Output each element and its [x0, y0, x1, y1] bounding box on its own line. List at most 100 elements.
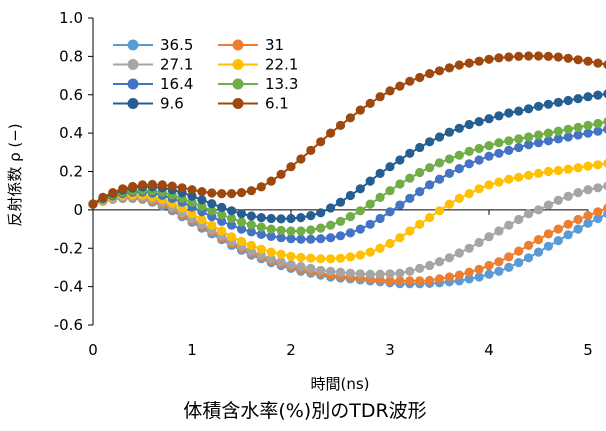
legend-layer: 36.5 31 27.1 22.1 16.4 13.3 9.6 6.1 [113, 36, 298, 113]
data-point [326, 128, 336, 138]
data-point [365, 199, 375, 209]
data-point [504, 136, 514, 146]
data-point [514, 134, 524, 144]
data-point [583, 218, 593, 228]
chart-caption: 体積含水率(%)別のTDR波形 [183, 400, 426, 422]
data-point [543, 99, 554, 109]
data-point [256, 213, 266, 223]
legend-swatch-marker [127, 39, 139, 51]
data-point [335, 120, 346, 130]
data-point [365, 247, 375, 257]
data-point [207, 206, 217, 216]
data-point [464, 159, 474, 169]
data-point [583, 92, 593, 102]
data-point [415, 219, 425, 229]
data-point [306, 253, 316, 263]
data-point [524, 132, 534, 142]
data-point [187, 209, 197, 219]
data-point [583, 128, 593, 138]
data-point [484, 141, 494, 151]
data-point [197, 201, 207, 211]
data-point [345, 268, 355, 278]
data-point [474, 155, 484, 165]
data-point [454, 60, 464, 70]
data-point [316, 234, 326, 244]
data-point [425, 69, 435, 79]
data-point [583, 161, 593, 171]
data-point [543, 166, 554, 177]
data-point [335, 253, 346, 263]
data-point [543, 200, 554, 210]
data-point [296, 261, 306, 272]
data-point [306, 225, 316, 235]
data-point [375, 213, 385, 224]
data-point [276, 169, 286, 179]
data-point [425, 213, 435, 223]
legend-item: 6.1 [218, 95, 289, 113]
legend-item: 31 [218, 36, 284, 54]
data-point [286, 213, 296, 224]
data-point [494, 177, 504, 187]
data-point [573, 55, 583, 65]
data-point [316, 137, 326, 147]
data-point [573, 188, 583, 198]
data-point [553, 52, 563, 62]
legend-item: 22.1 [218, 56, 298, 74]
data-point [494, 148, 504, 158]
data-point [573, 224, 583, 234]
legend-label: 27.1 [160, 56, 193, 74]
data-point [444, 154, 454, 164]
data-point [434, 206, 445, 216]
data-point [326, 266, 336, 276]
data-point [405, 173, 415, 183]
data-point [266, 247, 276, 257]
data-point [533, 205, 544, 215]
data-point [573, 94, 583, 104]
data-point [286, 234, 296, 244]
data-point [395, 233, 405, 243]
data-point [603, 203, 606, 213]
data-point [454, 164, 464, 174]
data-point [434, 174, 445, 184]
data-point [296, 213, 306, 223]
data-point [227, 232, 237, 242]
data-point [385, 269, 395, 279]
data-point [484, 232, 494, 242]
data-point [593, 207, 603, 217]
data-point [563, 191, 573, 201]
data-point [464, 146, 474, 156]
x-tick-label: 0 [88, 341, 98, 359]
data-point [286, 226, 296, 236]
data-point [266, 254, 276, 264]
legend-label: 22.1 [265, 56, 298, 74]
data-point [276, 214, 286, 224]
legend-swatch-marker [127, 98, 139, 109]
data-point [326, 233, 336, 243]
data-point [524, 140, 534, 150]
data-point [593, 126, 603, 136]
data-point [266, 213, 276, 224]
data-point [434, 257, 445, 267]
legend-label: 36.5 [160, 36, 193, 54]
data-point [157, 180, 167, 190]
data-point [246, 240, 256, 250]
data-point [543, 229, 554, 239]
data-point [345, 252, 355, 262]
data-point [405, 276, 415, 286]
data-point [425, 163, 435, 173]
data-point [603, 60, 606, 69]
legend-label: 6.1 [265, 95, 289, 113]
data-point [375, 92, 385, 102]
data-point [266, 231, 276, 241]
data-point [543, 136, 554, 146]
data-point [415, 187, 425, 197]
data-point [227, 206, 237, 216]
data-point [533, 168, 544, 178]
data-point [553, 224, 563, 234]
data-point [326, 203, 336, 213]
data-point [345, 113, 355, 123]
y-tick-label: 1.0 [59, 9, 83, 27]
data-point [524, 170, 534, 180]
data-point [454, 150, 464, 160]
